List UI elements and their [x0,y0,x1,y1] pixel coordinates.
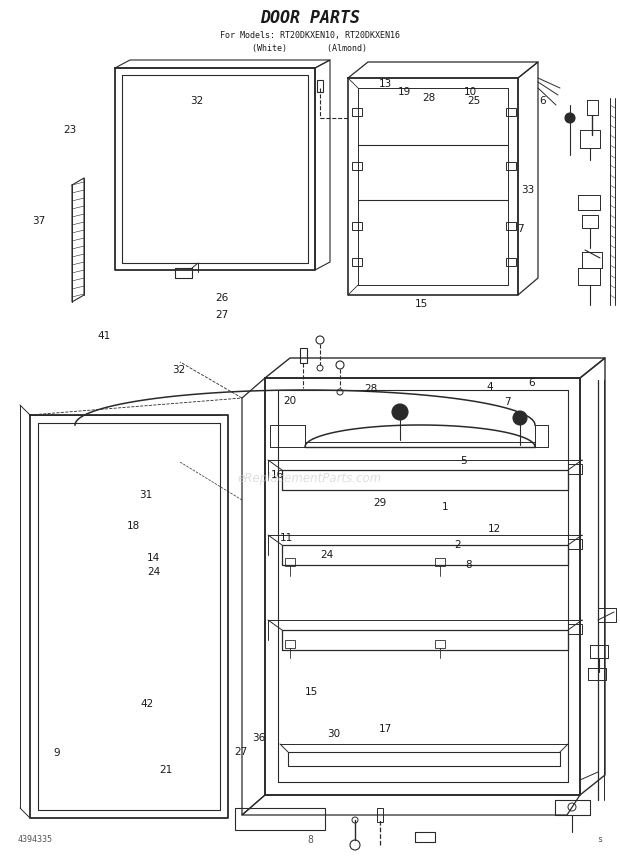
Text: 12: 12 [488,524,502,534]
Text: 21: 21 [159,765,173,776]
Bar [506,108,516,116]
Text: 42: 42 [141,698,154,709]
Text: 15: 15 [304,687,318,697]
Text: 7: 7 [518,224,524,235]
Bar [568,539,582,549]
Text: 27: 27 [234,746,247,757]
Text: For Models: RT20DKXEN10, RT20DKXEN16: For Models: RT20DKXEN10, RT20DKXEN16 [220,31,400,39]
Bar [568,464,582,474]
Bar [568,624,582,634]
Bar [435,558,445,566]
Text: 28: 28 [364,384,378,395]
Text: 4: 4 [487,382,493,392]
Text: 29: 29 [373,498,386,508]
Text: 24: 24 [147,567,161,577]
Text: DOOR PARTS: DOOR PARTS [260,9,360,27]
Text: 11: 11 [280,532,293,543]
Circle shape [513,411,527,425]
Text: 37: 37 [32,216,45,226]
Bar [435,640,445,648]
Text: 27: 27 [215,310,229,320]
Text: 24: 24 [321,550,334,560]
Text: 16: 16 [271,470,285,480]
Bar [352,258,362,266]
Text: 10: 10 [463,87,477,98]
Bar [352,222,362,230]
Bar [506,222,516,230]
Bar [235,808,325,830]
Text: 19: 19 [397,87,411,98]
Text: 23: 23 [63,125,76,135]
Bar [300,348,307,363]
Text: 41: 41 [97,330,111,341]
Text: 28: 28 [422,93,436,104]
Text: 18: 18 [126,521,140,532]
Text: 36: 36 [252,733,266,743]
Text: 25: 25 [467,96,481,106]
Text: 33: 33 [521,185,535,195]
Text: (White)        (Almond): (White) (Almond) [252,44,368,52]
Bar [377,808,383,822]
Text: 4394335: 4394335 [18,835,53,845]
Text: 6: 6 [539,96,546,106]
Bar [285,640,295,648]
Bar [317,80,323,92]
Text: 26: 26 [215,293,229,303]
Text: 5: 5 [461,455,467,466]
Text: 32: 32 [172,365,185,375]
Text: s: s [597,835,602,845]
Text: 6: 6 [529,378,535,389]
Bar [285,558,295,566]
Bar [506,258,516,266]
Text: 8: 8 [307,835,313,845]
Text: 14: 14 [147,553,161,563]
Text: 31: 31 [139,490,153,500]
Text: 17: 17 [379,724,392,734]
Bar [352,108,362,116]
Text: 13: 13 [379,79,392,89]
Text: 32: 32 [190,96,204,106]
Text: 1: 1 [442,502,448,512]
Text: 15: 15 [415,299,428,309]
Bar [352,162,362,170]
Text: 7: 7 [504,397,510,407]
Text: 8: 8 [465,560,471,570]
Text: eReplacementParts.com: eReplacementParts.com [238,472,382,484]
Text: 30: 30 [327,729,340,740]
Text: 2: 2 [454,540,461,550]
Bar [506,162,516,170]
Text: 20: 20 [283,395,297,406]
Circle shape [392,404,408,420]
Text: 9: 9 [54,748,60,758]
Circle shape [565,113,575,123]
